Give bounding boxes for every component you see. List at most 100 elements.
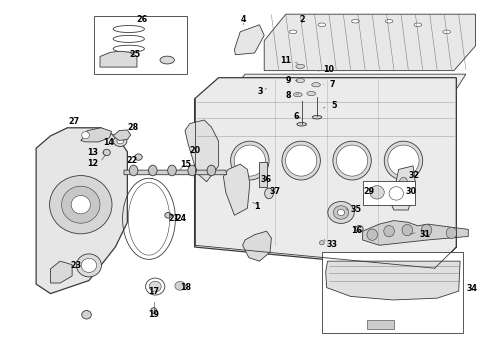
Text: 33: 33	[327, 240, 338, 249]
Ellipse shape	[402, 224, 413, 236]
Ellipse shape	[286, 145, 317, 176]
Ellipse shape	[421, 224, 432, 236]
Text: 5: 5	[331, 102, 337, 111]
Ellipse shape	[168, 165, 176, 176]
Text: 35: 35	[351, 206, 362, 215]
Ellipse shape	[71, 195, 90, 214]
Polygon shape	[81, 128, 112, 142]
Ellipse shape	[414, 23, 422, 27]
Text: 31: 31	[419, 230, 431, 239]
Text: 21: 21	[168, 214, 179, 223]
Text: 26: 26	[136, 15, 147, 24]
Text: 11: 11	[281, 56, 292, 65]
Polygon shape	[326, 261, 460, 300]
Text: 28: 28	[127, 123, 139, 132]
Ellipse shape	[234, 145, 266, 176]
Text: 18: 18	[180, 283, 191, 292]
Ellipse shape	[378, 81, 408, 95]
Polygon shape	[124, 170, 227, 175]
Polygon shape	[264, 14, 475, 71]
Text: 15: 15	[180, 159, 192, 168]
Ellipse shape	[398, 177, 409, 198]
Text: 6: 6	[294, 112, 299, 121]
Text: 12: 12	[87, 158, 98, 167]
Ellipse shape	[446, 227, 457, 239]
Ellipse shape	[381, 82, 405, 93]
Ellipse shape	[443, 30, 450, 33]
Ellipse shape	[336, 80, 366, 94]
Ellipse shape	[265, 188, 273, 199]
Ellipse shape	[384, 141, 423, 180]
Ellipse shape	[367, 229, 377, 240]
Ellipse shape	[385, 19, 393, 23]
Text: 32: 32	[408, 171, 419, 180]
Text: 3: 3	[257, 87, 263, 96]
Polygon shape	[392, 166, 416, 210]
Text: 30: 30	[406, 187, 417, 196]
Text: 7: 7	[329, 80, 335, 89]
Ellipse shape	[188, 165, 196, 176]
Ellipse shape	[255, 82, 279, 93]
Text: 10: 10	[323, 66, 334, 75]
Ellipse shape	[307, 91, 316, 96]
Ellipse shape	[312, 83, 320, 87]
Text: 29: 29	[364, 187, 375, 196]
Text: 16: 16	[352, 226, 363, 235]
Ellipse shape	[297, 122, 306, 126]
Text: 20: 20	[189, 145, 200, 154]
Text: 1: 1	[254, 202, 259, 211]
Ellipse shape	[76, 254, 101, 277]
Ellipse shape	[165, 212, 172, 218]
Bar	[94, 16, 187, 74]
Ellipse shape	[318, 23, 326, 27]
Ellipse shape	[294, 80, 323, 94]
Ellipse shape	[289, 30, 297, 33]
Text: 27: 27	[68, 117, 79, 126]
Polygon shape	[36, 128, 127, 294]
Text: 4: 4	[241, 15, 246, 24]
Polygon shape	[363, 221, 468, 245]
Ellipse shape	[160, 56, 174, 64]
Ellipse shape	[135, 154, 142, 160]
Ellipse shape	[384, 225, 394, 237]
Polygon shape	[243, 231, 271, 261]
Ellipse shape	[337, 145, 368, 176]
Text: 13: 13	[88, 148, 98, 157]
Ellipse shape	[62, 186, 100, 223]
Text: 17: 17	[148, 287, 159, 296]
Text: 34: 34	[467, 284, 478, 293]
Ellipse shape	[294, 93, 302, 97]
Ellipse shape	[149, 281, 161, 292]
Bar	[363, 181, 416, 205]
Ellipse shape	[175, 282, 185, 290]
Ellipse shape	[328, 202, 354, 224]
Ellipse shape	[333, 141, 371, 180]
Text: 22: 22	[127, 156, 138, 165]
Ellipse shape	[370, 186, 384, 199]
Ellipse shape	[117, 139, 123, 144]
Ellipse shape	[338, 209, 344, 216]
Ellipse shape	[319, 241, 324, 245]
Ellipse shape	[296, 78, 305, 83]
Text: 8: 8	[286, 91, 292, 100]
Bar	[322, 252, 464, 333]
Ellipse shape	[282, 141, 320, 180]
Polygon shape	[226, 74, 466, 100]
Text: 23: 23	[71, 261, 82, 270]
Ellipse shape	[339, 81, 363, 92]
Ellipse shape	[312, 116, 322, 119]
Ellipse shape	[103, 149, 110, 156]
Text: 2: 2	[300, 15, 305, 24]
Ellipse shape	[333, 206, 349, 219]
Polygon shape	[100, 51, 137, 67]
Ellipse shape	[231, 141, 269, 180]
Text: 37: 37	[269, 187, 280, 196]
Ellipse shape	[388, 145, 419, 176]
Polygon shape	[259, 162, 267, 187]
Text: 14: 14	[103, 139, 114, 148]
Ellipse shape	[389, 187, 403, 200]
Ellipse shape	[148, 165, 157, 176]
Bar	[368, 320, 394, 329]
Ellipse shape	[49, 176, 112, 234]
Polygon shape	[185, 120, 219, 182]
